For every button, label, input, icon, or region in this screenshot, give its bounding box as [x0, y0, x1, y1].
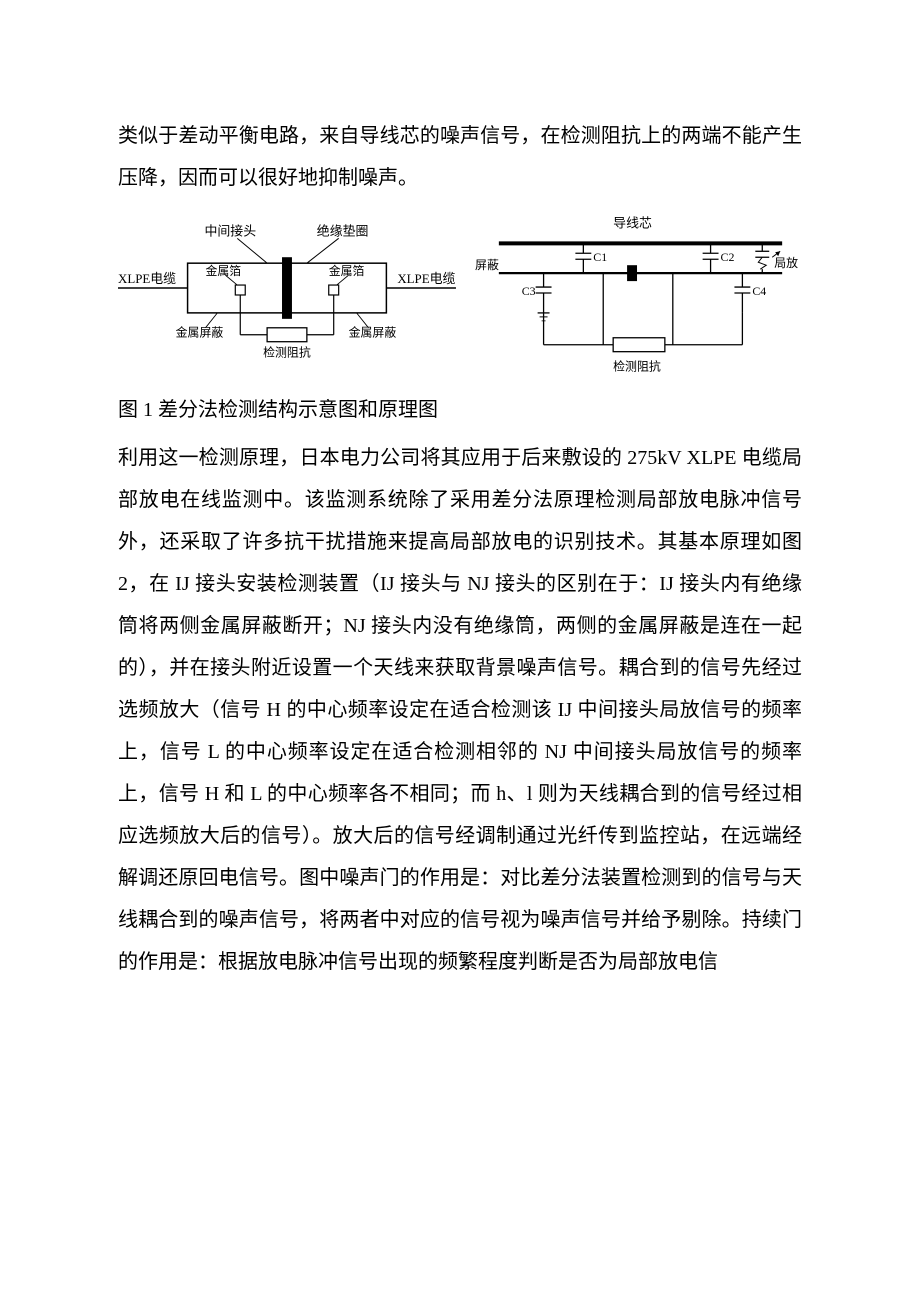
figure-1-caption: 图 1 差分法检测结构示意图和原理图 — [118, 389, 802, 431]
label-shield-left: 金属屏蔽 — [176, 326, 224, 340]
label-core: 导线芯 — [613, 215, 652, 230]
label-gasket: 绝缘垫圈 — [317, 223, 369, 238]
label-impedance-right: 检测阻抗 — [613, 360, 661, 374]
paragraph-top: 类似于差动平衡电路，来自导线芯的噪声信号，在检测阻抗上的两端不能产生压降，因而可… — [118, 115, 802, 199]
paragraph-main: 利用这一检测原理，日本电力公司将其应用于后来敷设的 275kV XLPE 电缆局… — [118, 437, 802, 983]
label-pd: 局放 — [774, 256, 798, 270]
label-impedance-left: 检测阻抗 — [263, 346, 311, 360]
figure-1-right: C1 C2 局放 C3 — [474, 213, 802, 383]
label-shield: 金属屏蔽 — [474, 258, 499, 272]
label-c3: C3 — [522, 284, 536, 298]
figure-1: 中间接头 绝缘垫圈 XLPE电缆 XLPE电缆 金属箔 金属箔 金属屏蔽 金属屏… — [118, 213, 802, 383]
label-c2: C2 — [720, 250, 734, 264]
label-foil-left: 金属箔 — [205, 264, 241, 278]
label-joint: 中间接头 — [204, 223, 256, 238]
label-c4: C4 — [752, 284, 766, 298]
figure-1-left: 中间接头 绝缘垫圈 XLPE电缆 XLPE电缆 金属箔 金属箔 金属屏蔽 金属屏… — [118, 213, 456, 373]
label-cable-left: XLPE电缆 — [118, 271, 176, 286]
label-shield-right: 金属屏蔽 — [349, 326, 397, 340]
label-foil-right: 金属箔 — [329, 264, 365, 278]
label-c1: C1 — [593, 250, 607, 264]
label-cable-right: XLPE电缆 — [397, 271, 455, 286]
